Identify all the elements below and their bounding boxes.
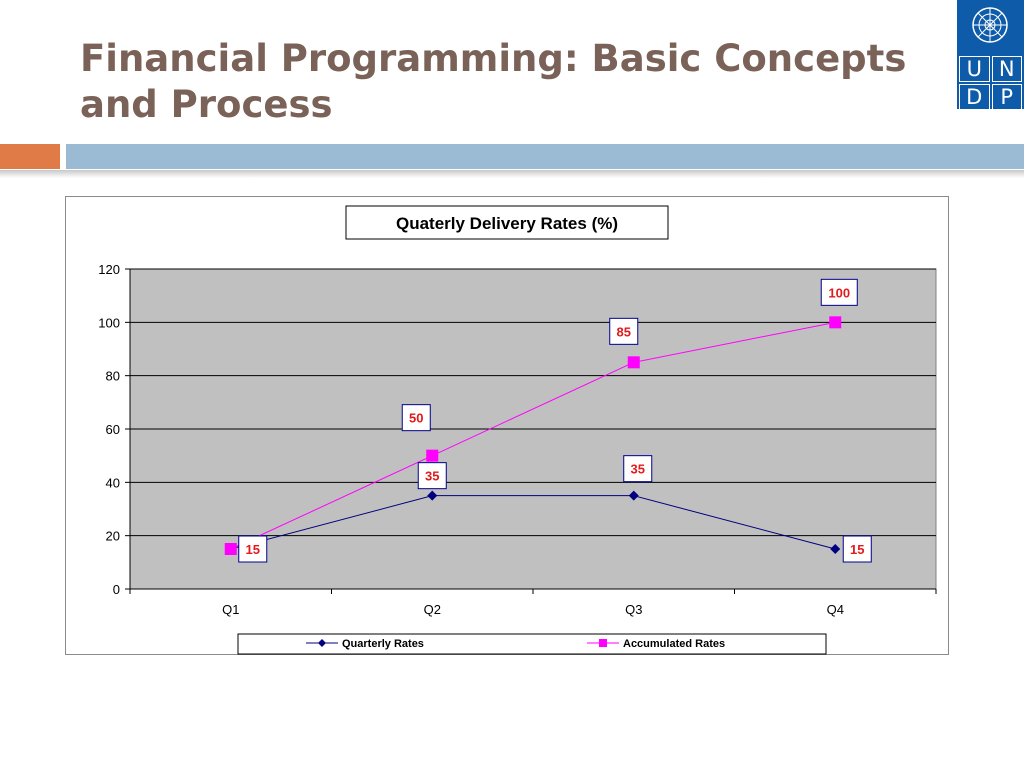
data-label-box-quarterly-rates-q2 [417,462,447,490]
data-label-quarterly-rates-q1: 15 [246,542,260,557]
chart-title-box [345,205,669,240]
data-label-quarterly-rates-q3: 35 [631,462,645,477]
accent-band-orange [0,144,60,169]
legend-box [237,633,827,655]
line-chart: Quaterly Delivery Rates (%) 0 20 40 60 80 100… [98,205,937,655]
y-tick-label-20: 20 [106,529,120,544]
data-label-box-quarterly-rates-q4 [842,535,872,563]
axes [125,268,937,594]
y-tick-labels: 0 20 40 60 80 100 120 [98,262,120,597]
data-label-accumulated-rates-q3: 85 [617,324,631,339]
y-tick-label-60: 60 [106,422,120,437]
data-label-box-quarterly-rates-q3 [623,455,653,483]
data-labels: 15 35 35 15 50 85 100 [238,278,872,563]
legend-label-quarterly: Quarterly Rates [342,638,424,650]
x-tick-label-q1: Q1 [222,602,239,617]
undp-logo: U N D P [957,0,1024,110]
data-label-box-quarterly-rates-q1 [238,535,268,563]
y-tick-label-100: 100 [98,315,120,330]
chart-frame: Quaterly Delivery Rates (%) 0 20 40 60 80 100… [65,196,949,655]
data-label-box-accumulated-rates-q3 [609,317,639,345]
series-markers [224,316,842,555]
x-tick-labels: Q1 Q2 Q3 Q4 [222,602,844,617]
point-accumulated-rates-q3 [627,356,640,369]
data-label-box-accumulated-rates-q2 [401,404,431,432]
slide-title: Financial Programming: Basic Concepts an… [80,37,907,126]
data-label-box-accumulated-rates-q4 [820,278,858,306]
legend-marker-quarterly [318,639,326,647]
logo-letter-u: U [959,56,990,82]
x-tick-label-q3: Q3 [625,602,642,617]
point-quarterly-rates-q3 [628,490,639,501]
legend-label-accumulated: Accumulated Rates [623,638,725,650]
logo-letter-p: P [991,84,1022,110]
y-tick-label-0: 0 [113,582,120,597]
series-lines [230,321,836,550]
point-quarterly-rates-q2 [427,490,438,501]
un-emblem-icon [972,7,1008,43]
y-tick-label-80: 80 [106,369,120,384]
point-accumulated-rates-q2 [426,449,439,462]
legend: Quarterly Rates Accumulated Rates [237,633,827,655]
point-accumulated-rates-q4 [829,316,842,329]
data-label-accumulated-rates-q4: 100 [828,285,850,300]
x-tick-label-q4: Q4 [827,602,844,617]
data-label-quarterly-rates-q4: 15 [850,542,864,557]
logo-letter-n: N [991,56,1022,82]
logo-letter-d: D [959,84,990,110]
data-label-quarterly-rates-q2: 35 [425,469,439,484]
x-tick-label-q2: Q2 [424,602,441,617]
legend-marker-accumulated [599,639,607,647]
accent-band-shadow [0,170,1024,178]
y-tick-label-120: 120 [98,262,120,277]
chart-title: Quaterly Delivery Rates (%) [396,214,618,233]
series-line-quarterly-rates [230,495,836,550]
y-tick-label-40: 40 [106,475,120,490]
point-quarterly-rates-q4 [830,544,841,554]
point-accumulated-rates-q1 [224,543,237,555]
series-line-accumulated-rates [230,321,836,550]
gridlines [130,268,936,537]
data-label-accumulated-rates-q2: 50 [409,411,423,426]
accent-band-blue [66,144,1024,169]
